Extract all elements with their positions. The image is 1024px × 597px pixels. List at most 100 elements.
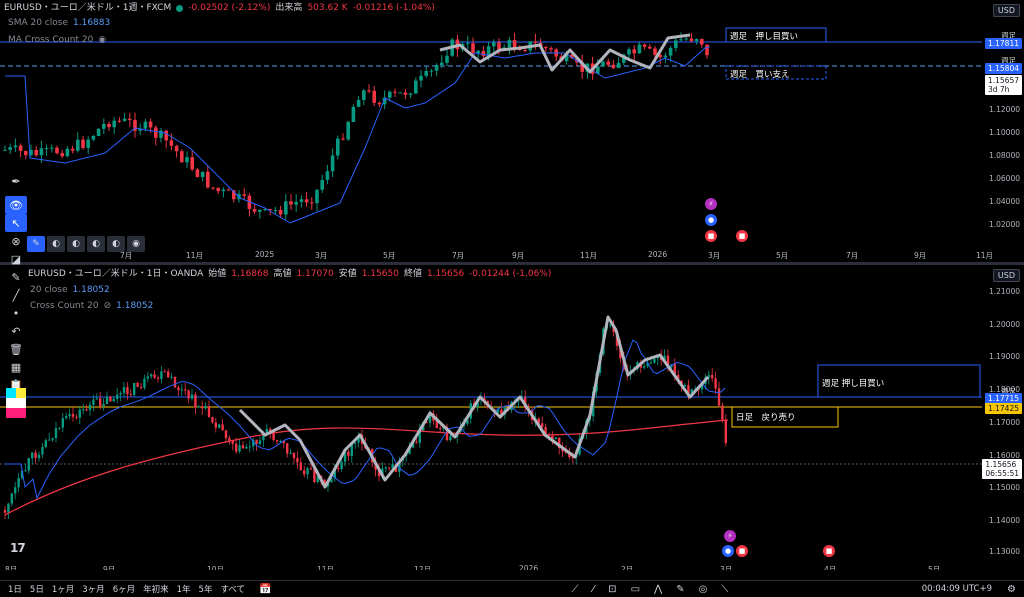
daily-sma-legend[interactable]: 20 close 1.18052 bbox=[30, 285, 110, 296]
us-event-icon-daily-2[interactable]: ■ bbox=[823, 545, 835, 557]
daily-symbol-title[interactable]: EURUSD・ユーロ／米ドル・1日・OANDA bbox=[28, 269, 204, 279]
daily-buy-dip-zone[interactable] bbox=[817, 364, 981, 398]
daily-candlestick-chart[interactable] bbox=[0, 265, 1024, 570]
us-event-icon[interactable]: ■ bbox=[705, 230, 717, 242]
daily-candle-body bbox=[61, 418, 64, 428]
weekly-current-price: 1.15657 3d 7h bbox=[984, 75, 1022, 95]
pattern-icon[interactable]: ⋀ bbox=[654, 583, 663, 595]
daily-chart-pane[interactable]: EURUSD・ユーロ／米ドル・1日・OANDA 始値 1.16868 高値 1.… bbox=[0, 265, 1024, 570]
weekly-candle-body bbox=[486, 46, 491, 56]
brush-tool-icon[interactable]: ✎ bbox=[27, 236, 45, 252]
daily-candle-body bbox=[439, 428, 442, 430]
eu-event-icon[interactable]: ● bbox=[705, 214, 717, 226]
range-button[interactable]: 3ヶ月 bbox=[82, 585, 105, 595]
ruler-icon[interactable]: ◪ bbox=[10, 252, 22, 266]
daily-candle-body bbox=[170, 376, 173, 378]
weekly-countdown: 3d 7h bbox=[987, 85, 1010, 94]
hidden-icon[interactable]: ⊘ bbox=[103, 301, 112, 311]
weekly-time-tick: 9月 bbox=[914, 251, 927, 260]
undo-icon[interactable]: ↶ bbox=[11, 324, 21, 338]
target-icon[interactable]: ◎ bbox=[698, 583, 708, 595]
pane-divider[interactable] bbox=[0, 262, 1024, 265]
channel-icon[interactable]: ⊡ bbox=[608, 583, 617, 595]
daily-candle-body bbox=[252, 439, 255, 447]
weekly-candle-body bbox=[388, 91, 392, 98]
palette-icon[interactable] bbox=[5, 388, 27, 418]
range-button[interactable]: 年初来 bbox=[143, 585, 169, 595]
daily-candle-body bbox=[3, 510, 7, 513]
daily-sell-pullback-zone[interactable] bbox=[731, 406, 839, 428]
news-flash-icon[interactable]: ⚡ bbox=[705, 198, 717, 210]
weekly-currency-button[interactable]: USD bbox=[992, 4, 1020, 17]
range-button[interactable]: 5年 bbox=[198, 585, 213, 595]
trendline-icon[interactable]: ⟋ bbox=[571, 583, 579, 595]
color-tool-icon-1[interactable]: ◐ bbox=[47, 236, 65, 252]
ray-icon[interactable]: ⁄ bbox=[592, 583, 595, 595]
range-button[interactable]: 1日 bbox=[8, 585, 22, 595]
trash-icon[interactable]: 🗑 bbox=[9, 342, 23, 356]
cursor-icon[interactable]: ↖ bbox=[5, 214, 27, 232]
range-button[interactable]: 1年 bbox=[176, 585, 191, 595]
daily-ma-cross-value: 1.18052 bbox=[116, 301, 154, 311]
weekly-symbol-title[interactable]: EURUSD・ユーロ／米ドル・1週・FXCM bbox=[4, 3, 172, 13]
eye-icon[interactable]: ◉ bbox=[98, 35, 107, 45]
pen-icon[interactable]: ✒ bbox=[11, 174, 21, 188]
weekly-sma-legend[interactable]: SMA 20 close 1.16883 bbox=[8, 18, 110, 29]
cross-line-icon[interactable]: ⟍ bbox=[721, 583, 729, 595]
weekly-sma-line[interactable] bbox=[5, 46, 711, 224]
daily-candle-body bbox=[299, 462, 302, 471]
news-flash-icon-daily[interactable]: ⚡ bbox=[724, 530, 736, 542]
weekly-buy-dip-zone[interactable] bbox=[725, 27, 827, 43]
calendar-icon[interactable]: ▦ bbox=[10, 360, 22, 374]
color-tool-icon-2[interactable]: ◐ bbox=[67, 236, 85, 252]
fib-icon[interactable]: ▭ bbox=[630, 583, 641, 595]
line-tool-icon[interactable]: ╱ bbox=[12, 288, 20, 302]
market-open-icon bbox=[176, 5, 184, 12]
weekly-time-tick: 3月 bbox=[708, 251, 721, 260]
magnet-off-icon[interactable]: ⊗ bbox=[11, 234, 21, 248]
weekly-candle-body bbox=[200, 171, 205, 178]
weekly-candle-body bbox=[419, 75, 423, 81]
weekly-ma-cross-label: MA Cross Count 20 bbox=[8, 35, 94, 45]
weekly-chart-pane[interactable]: EURUSD・ユーロ／米ドル・1週・FXCM -0.02502 (-2.12%)… bbox=[0, 0, 1024, 262]
weekly-candle-body bbox=[128, 118, 132, 121]
daily-ma-cross-legend[interactable]: Cross Count 20 ⊘ 1.18052 bbox=[30, 301, 153, 312]
daily-candle-body bbox=[231, 440, 234, 444]
weekly-candle-body bbox=[252, 208, 257, 212]
eu-event-icon-daily[interactable]: ● bbox=[722, 545, 734, 557]
color-tool-icon-3[interactable]: ◐ bbox=[87, 236, 105, 252]
daily-candle-body bbox=[228, 438, 231, 441]
color-tool-icon-5[interactable]: ◉ bbox=[127, 236, 145, 252]
weekly-time-tick: 7月 bbox=[120, 251, 133, 260]
weekly-candlestick-chart[interactable] bbox=[0, 0, 1024, 262]
us-event-icon-daily[interactable]: ■ bbox=[736, 545, 748, 557]
range-button[interactable]: 5日 bbox=[29, 585, 44, 595]
weekly-support-zone[interactable] bbox=[725, 65, 827, 80]
daily-candle-body bbox=[95, 398, 98, 400]
daily-candle-body bbox=[673, 364, 676, 376]
daily-long-ma-line[interactable] bbox=[4, 419, 729, 516]
color-tool-icon-4[interactable]: ◐ bbox=[107, 236, 125, 252]
daily-currency-button[interactable]: USD bbox=[992, 269, 1020, 282]
brush-icon[interactable]: ✎ bbox=[11, 270, 21, 284]
weekly-candle-body bbox=[96, 128, 101, 136]
date-range-icon[interactable]: 📅 bbox=[259, 583, 272, 595]
range-button[interactable]: すべて bbox=[220, 585, 246, 595]
daily-zigzag-drawing[interactable] bbox=[238, 315, 710, 489]
daily-sma-line[interactable] bbox=[5, 339, 726, 500]
weekly-buy-dip-label: 週足 押し目買い bbox=[730, 32, 799, 42]
weekly-zigzag-drawing[interactable] bbox=[439, 33, 691, 74]
dot-icon[interactable]: • bbox=[12, 306, 20, 320]
tradingview-logo[interactable]: 17 bbox=[10, 541, 26, 555]
range-button[interactable]: 6ヶ月 bbox=[112, 585, 136, 595]
weekly-ma-cross-legend[interactable]: MA Cross Count 20 ◉ bbox=[8, 35, 106, 46]
range-button[interactable]: 1ヶ月 bbox=[51, 585, 75, 595]
eye-icon[interactable]: 👁 bbox=[5, 196, 27, 214]
daily-candle-body bbox=[717, 388, 721, 406]
us-event-icon-2[interactable]: ■ bbox=[736, 230, 748, 242]
settings-gear-icon[interactable]: ⚙ bbox=[1007, 583, 1016, 595]
weekly-candle-body bbox=[632, 49, 636, 54]
clock[interactable]: 00:04:09 UTC+9 bbox=[921, 584, 992, 594]
daily-symbol-legend: EURUSD・ユーロ／米ドル・1日・OANDA 始値 1.16868 高値 1.… bbox=[28, 269, 551, 280]
brush-tool-bottom-icon[interactable]: ✎ bbox=[676, 583, 685, 595]
